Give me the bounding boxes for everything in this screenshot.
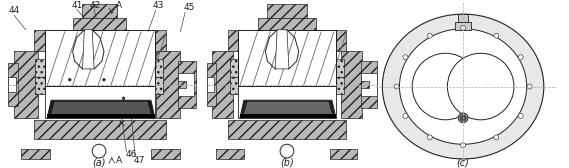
Circle shape: [460, 115, 466, 121]
Text: (a): (a): [92, 158, 106, 168]
Bar: [34, 120, 166, 139]
Circle shape: [461, 143, 465, 148]
Bar: [151, 149, 180, 159]
Bar: [240, 114, 336, 118]
Bar: [330, 149, 357, 159]
Bar: [267, 4, 307, 18]
Polygon shape: [83, 30, 94, 69]
Bar: [361, 61, 377, 108]
Bar: [216, 149, 244, 159]
Circle shape: [427, 135, 432, 140]
Circle shape: [403, 55, 408, 60]
Circle shape: [494, 135, 499, 140]
Text: (b): (b): [280, 158, 294, 168]
Bar: [178, 61, 196, 108]
Bar: [8, 77, 16, 92]
Circle shape: [92, 144, 106, 158]
Bar: [156, 51, 180, 118]
Text: 43: 43: [153, 1, 164, 10]
Bar: [258, 18, 316, 30]
Circle shape: [102, 78, 105, 81]
Text: 45: 45: [183, 3, 195, 12]
Circle shape: [461, 25, 465, 30]
Text: 47: 47: [133, 156, 145, 165]
Polygon shape: [47, 100, 155, 118]
Polygon shape: [361, 73, 377, 96]
Bar: [207, 77, 213, 92]
Bar: [21, 149, 50, 159]
Bar: [336, 77, 344, 94]
Bar: [73, 18, 126, 30]
Ellipse shape: [399, 29, 527, 144]
Circle shape: [394, 84, 399, 89]
Bar: [238, 30, 336, 118]
Bar: [83, 4, 117, 18]
Text: 44: 44: [8, 6, 19, 15]
Bar: [228, 120, 345, 139]
Bar: [455, 22, 471, 30]
Polygon shape: [275, 30, 289, 69]
Ellipse shape: [382, 14, 544, 159]
Circle shape: [280, 144, 294, 158]
Bar: [230, 77, 238, 94]
Circle shape: [447, 53, 514, 120]
Bar: [153, 59, 163, 77]
Bar: [207, 63, 216, 106]
Text: 46: 46: [126, 150, 137, 159]
Polygon shape: [178, 73, 194, 96]
Bar: [212, 51, 233, 118]
Circle shape: [527, 84, 532, 89]
Bar: [8, 63, 18, 106]
Bar: [341, 51, 362, 118]
Bar: [46, 30, 155, 86]
Text: A: A: [116, 1, 122, 10]
Bar: [46, 30, 155, 118]
Bar: [47, 114, 155, 118]
Circle shape: [122, 97, 125, 100]
Circle shape: [518, 55, 523, 60]
Bar: [238, 30, 336, 86]
Text: (c): (c): [457, 158, 469, 168]
Bar: [458, 14, 468, 22]
Circle shape: [494, 33, 499, 38]
Circle shape: [412, 53, 479, 120]
Circle shape: [68, 78, 71, 81]
Text: 42: 42: [89, 1, 101, 10]
Bar: [230, 59, 238, 77]
Circle shape: [518, 113, 523, 118]
Bar: [14, 51, 38, 118]
Polygon shape: [51, 102, 151, 116]
Bar: [35, 59, 46, 77]
Circle shape: [427, 33, 432, 38]
Bar: [228, 30, 345, 51]
Bar: [34, 30, 166, 51]
Polygon shape: [244, 102, 332, 116]
Circle shape: [403, 113, 408, 118]
Polygon shape: [240, 100, 336, 118]
Text: 41: 41: [72, 1, 83, 10]
Text: A: A: [116, 156, 122, 165]
Bar: [46, 30, 155, 86]
Circle shape: [458, 113, 468, 123]
Bar: [153, 77, 163, 94]
Bar: [336, 59, 344, 77]
Bar: [238, 30, 336, 86]
Bar: [35, 77, 46, 94]
